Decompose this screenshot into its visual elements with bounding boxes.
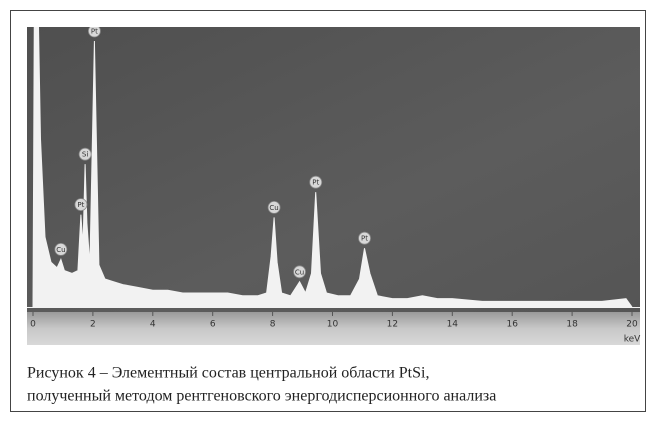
caption-line: Рисунок 4 – Элементный состав центрально… bbox=[27, 365, 429, 382]
peak-label: Cu bbox=[56, 246, 65, 254]
peak-label: Pt bbox=[312, 179, 319, 187]
x-tick-label: 4 bbox=[150, 320, 156, 330]
plot-area bbox=[27, 27, 640, 312]
caption-line: полученный методом рентгеновского энерго… bbox=[27, 388, 496, 405]
peak-label: Si bbox=[82, 151, 88, 159]
peak-label: Pt bbox=[361, 235, 368, 243]
x-tick-label: 10 bbox=[327, 320, 339, 330]
peak-label: Pt bbox=[91, 28, 98, 36]
x-tick-label: 14 bbox=[447, 320, 459, 330]
figure: Cu Pt Si Pt Cu Cu Pt Pt 0 2 4 6 8 10 12 14 16 18 20 keV Р… bbox=[0, 0, 656, 423]
x-tick-label: 0 bbox=[30, 320, 36, 330]
peak-label: Pt bbox=[77, 201, 84, 209]
x-tick-label: 8 bbox=[270, 320, 276, 330]
peak-label: Cu bbox=[295, 268, 304, 276]
x-tick-label: 12 bbox=[387, 320, 398, 330]
peak-label: Cu bbox=[269, 204, 278, 212]
x-tick-label: 6 bbox=[210, 320, 216, 330]
x-tick-label: 20 bbox=[626, 320, 638, 330]
x-tick-label: 18 bbox=[566, 320, 578, 330]
x-tick-label: 2 bbox=[90, 320, 96, 330]
x-tick-label: 16 bbox=[506, 320, 518, 330]
x-unit: keV bbox=[624, 335, 641, 345]
